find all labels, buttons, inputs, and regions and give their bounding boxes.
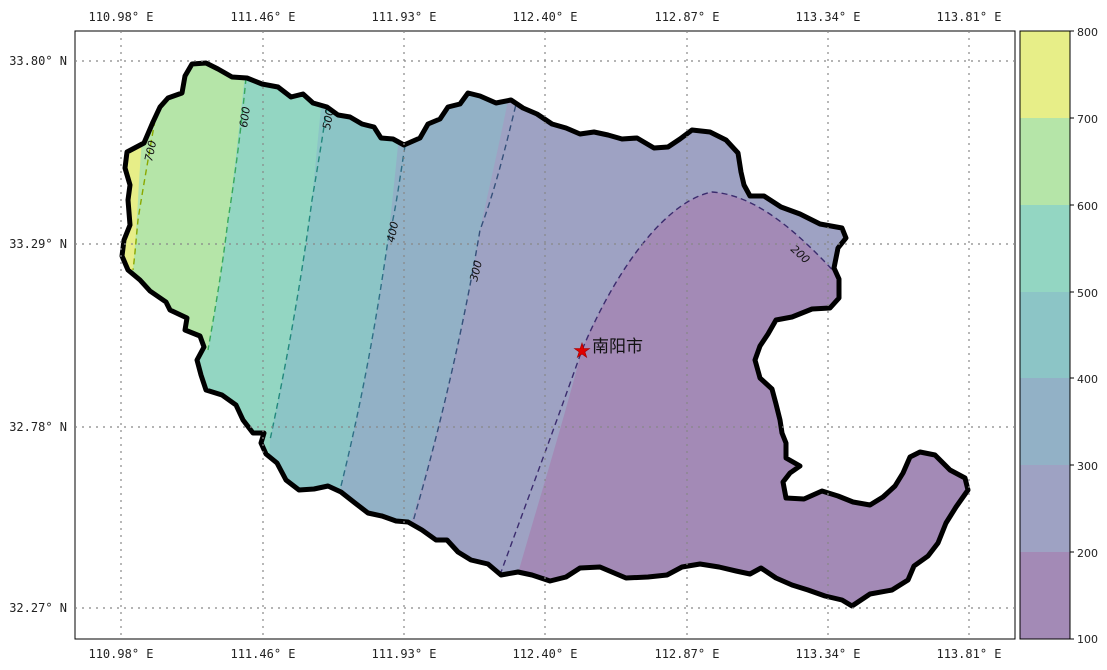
lon-tick-bottom: 110.98° E <box>88 647 153 661</box>
graticule <box>75 31 1015 639</box>
colorbar-tick-label: 100 <box>1077 633 1098 646</box>
city-label: 南阳市 <box>592 337 643 357</box>
colorbar-band-500-600 <box>1020 205 1070 292</box>
band-600-700 <box>122 63 250 350</box>
lon-tick-bottom: 111.46° E <box>230 647 295 661</box>
colorbar-tick-label: 400 <box>1077 373 1098 386</box>
colorbar-band-700-800 <box>1020 31 1070 118</box>
colorbar-tick-label: 600 <box>1077 200 1098 213</box>
lon-ticks-bottom: 110.98° E 111.46° E 111.93° E 112.40° E … <box>88 647 1001 661</box>
region-boundary <box>119 60 971 609</box>
lon-ticks-top: 110.98° E 111.46° E 111.93° E 112.40° E … <box>88 10 1001 24</box>
colorbar-band-400-500 <box>1020 292 1070 378</box>
contour-label-400: 400 <box>384 220 401 243</box>
contour-label-600: 600 <box>237 106 253 129</box>
lon-tick-top: 112.40° E <box>512 10 577 24</box>
contour-line-700 <box>132 119 156 271</box>
contour-line-600 <box>207 77 247 351</box>
colorbar-tick-label: 500 <box>1077 287 1098 300</box>
city-marker[interactable]: 南阳市 <box>573 337 643 359</box>
lon-tick-bottom: 112.87° E <box>654 647 719 661</box>
lon-tick-top: 110.98° E <box>88 10 153 24</box>
lon-tick-bottom: 111.93° E <box>371 647 436 661</box>
contour-line-500 <box>269 106 328 441</box>
lon-tick-top: 111.46° E <box>230 10 295 24</box>
lat-ticks: 33.80° N 33.29° N 32.78° N 32.27° N <box>9 54 67 615</box>
colorbar-frame <box>1019 30 1071 640</box>
lat-tick: 32.27° N <box>9 601 67 615</box>
lon-tick-top: 113.81° E <box>936 10 1001 24</box>
contour-label-300: 300 <box>467 259 485 283</box>
red-star-icon <box>573 342 591 359</box>
contour-label-700: 700 <box>142 139 159 162</box>
lon-tick-bottom: 113.81° E <box>936 647 1001 661</box>
colorbar-ticks <box>1070 30 1074 640</box>
lat-tick: 32.78° N <box>9 420 67 434</box>
colorbar-band-200-300 <box>1020 465 1070 552</box>
colorbar-tick-label: 800 <box>1077 26 1098 39</box>
colorbar: 800 700 600 500 400 300 200 100 <box>1019 26 1098 646</box>
lat-tick: 33.80° N <box>9 54 67 68</box>
contour-line-200 <box>499 191 841 576</box>
lon-tick-bottom: 112.40° E <box>512 647 577 661</box>
colorbar-band-100-200 <box>1020 552 1070 639</box>
contour-line-400 <box>339 145 406 491</box>
colorbar-band-300-400 <box>1020 378 1070 465</box>
lon-tick-top: 111.93° E <box>371 10 436 24</box>
colorbar-tick-label: 200 <box>1077 547 1098 560</box>
lat-tick: 33.29° N <box>9 237 67 251</box>
colorbar-tick-label: 700 <box>1077 113 1098 126</box>
colorbar-band-600-700 <box>1020 118 1070 205</box>
contour-line-300 <box>411 95 519 526</box>
colorbar-tick-label: 300 <box>1077 460 1098 473</box>
lon-tick-bottom: 113.34° E <box>795 647 860 661</box>
lon-tick-top: 112.87° E <box>654 10 719 24</box>
lon-tick-top: 113.34° E <box>795 10 860 24</box>
